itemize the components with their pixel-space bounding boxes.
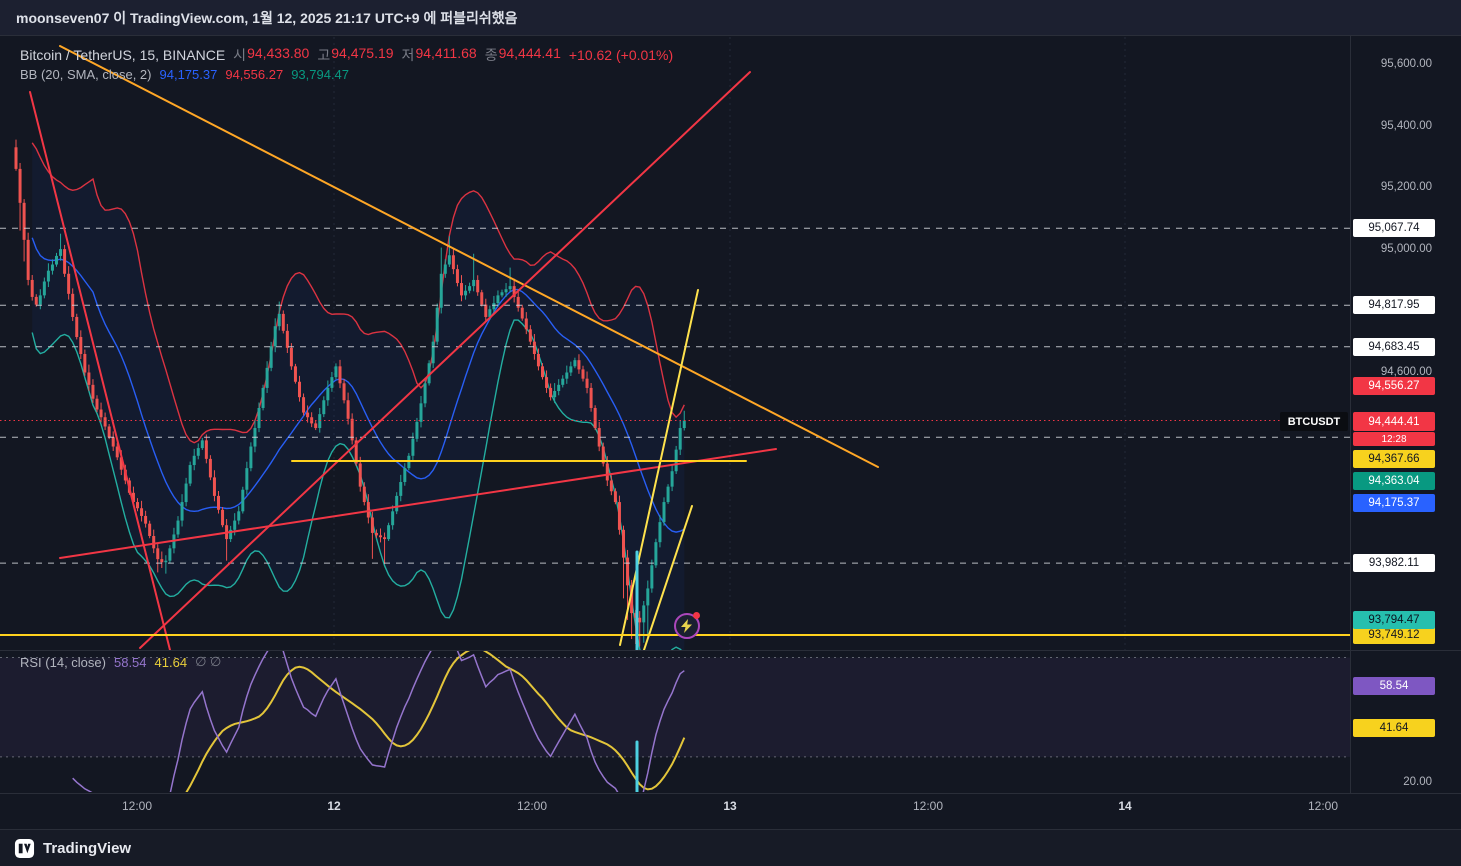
high-label: 고 <box>317 47 331 63</box>
lightning-icon <box>681 619 692 633</box>
bb-lower-value: 93,794.47 <box>291 67 350 82</box>
bb-legend[interactable]: BB (20, SMA, close, 2) 94,175.37 94,556.… <box>20 67 349 82</box>
open-label: 시 <box>233 47 247 63</box>
rsi-ma-value: 41.64 <box>154 654 188 670</box>
lightning-reaction-marker[interactable] <box>674 612 700 639</box>
close-value: 94,444.41 <box>498 45 561 61</box>
open-value: 94,433.80 <box>247 45 310 61</box>
high-value: 94,475.19 <box>331 45 394 61</box>
bb-basis-value: 94,175.37 <box>159 67 218 82</box>
rsi-value: 58.54 <box>113 654 147 670</box>
tradingview-logo[interactable] <box>14 838 35 859</box>
bb-title: BB (20, SMA, close, 2) <box>20 67 152 82</box>
change-value: +10.62 (+0.01%) <box>568 47 674 63</box>
pane-separator <box>0 650 1461 651</box>
rsi-title: RSI (14, close) <box>20 654 106 670</box>
symbol-name-badge: BTCUSDT <box>1280 412 1348 431</box>
close-label: 종 <box>484 47 498 63</box>
publish-info-text: moonseven07 이 TradingView.com, 1월 12, 20… <box>16 9 518 26</box>
price-axis-border <box>1350 36 1351 793</box>
time-axis[interactable] <box>0 794 1350 829</box>
publish-info-bar: moonseven07 이 TradingView.com, 1월 12, 20… <box>0 0 1461 36</box>
bar-countdown-badge: 12:28 <box>1353 432 1435 446</box>
bb-upper-value: 94,556.27 <box>225 67 284 82</box>
last-price-badge: 94,444.41 <box>1353 412 1435 431</box>
symbol-title: Bitcoin / TetherUS, 15, BINANCE <box>20 47 226 63</box>
rsi-hidden-plots: ∅ ∅ <box>195 654 222 669</box>
rsi-legend[interactable]: RSI (14, close) 58.54 41.64 ∅ ∅ <box>20 654 221 670</box>
time-axis-border <box>0 793 1461 794</box>
low-value: 94,411.68 <box>415 45 477 61</box>
footer-bar: TradingView <box>0 829 1461 866</box>
brand-text[interactable]: TradingView <box>43 839 132 857</box>
symbol-legend[interactable]: Bitcoin / TetherUS, 15, BINANCE 시 94,433.… <box>20 45 673 65</box>
low-label: 저 <box>401 47 415 63</box>
notification-dot <box>693 612 700 619</box>
